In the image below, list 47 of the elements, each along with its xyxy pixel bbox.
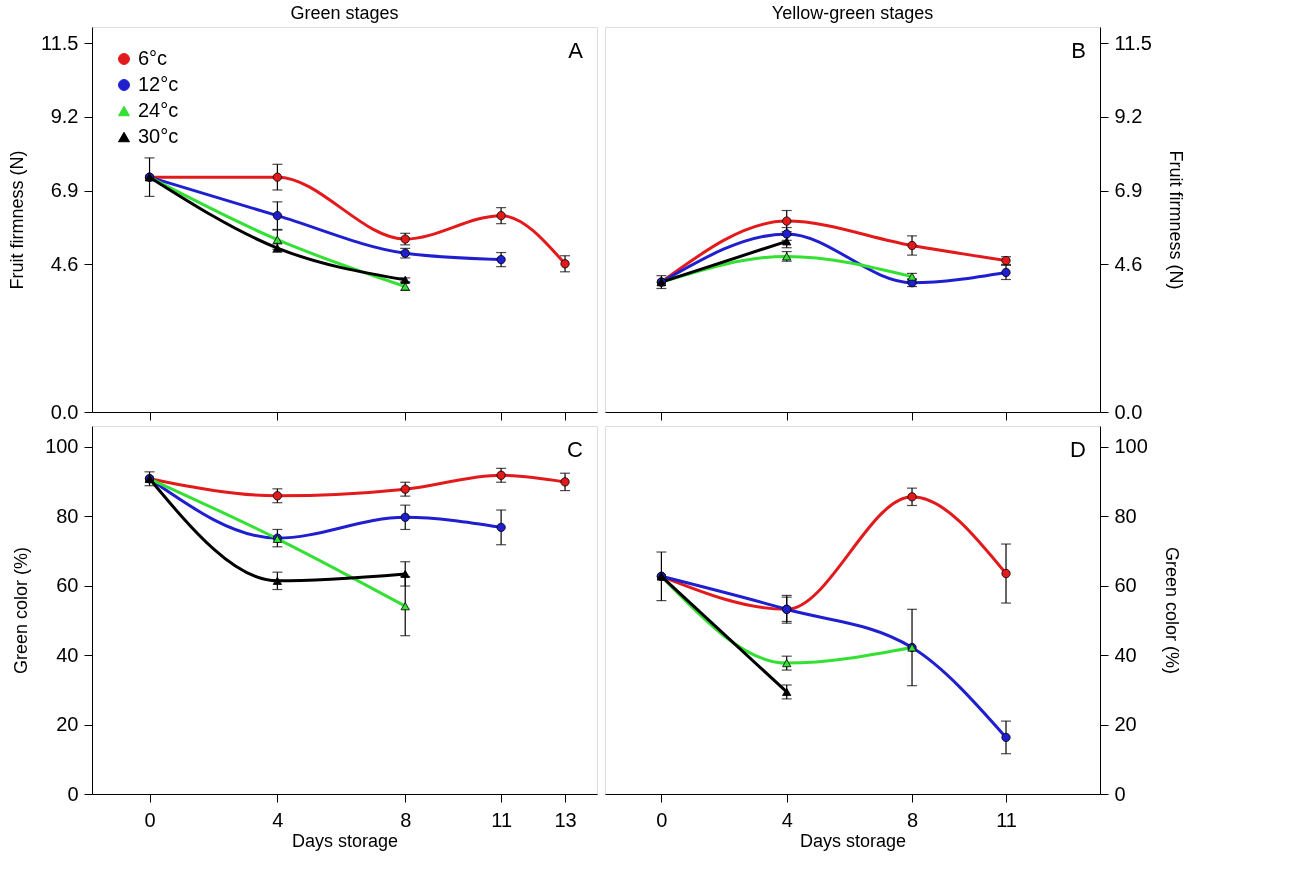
chart-title: Green stages xyxy=(290,3,399,23)
annotation: C xyxy=(567,437,584,462)
x-axis-title: Days storage xyxy=(799,830,907,851)
x-tick-label: 13 xyxy=(554,808,577,831)
y2-tick-label: 0.0 xyxy=(1114,400,1143,423)
chart-title: Yellow-green stages xyxy=(771,3,934,23)
y-tick-label: 9.2 xyxy=(50,105,79,128)
y-tick-label: 60 xyxy=(56,574,79,597)
y2-tick-label: 0 xyxy=(1114,782,1126,805)
legend-label: 24°c xyxy=(138,99,179,121)
legend-label: 30°c xyxy=(138,125,179,147)
y2-tick-label: 100 xyxy=(1114,435,1148,458)
x-tick-label: 4 xyxy=(272,808,284,831)
x-tick-label: 4 xyxy=(781,808,793,831)
y-axis-title: Green color (%) xyxy=(11,546,32,675)
y-tick-label: 6.9 xyxy=(50,179,79,202)
y-tick-label: 80 xyxy=(56,504,79,527)
y2-tick-label: 9.2 xyxy=(1114,105,1143,128)
y-axis-title: Fruit firmness (N) xyxy=(7,150,28,290)
legend-label: 12°c xyxy=(138,73,179,95)
legend-label: 6°c xyxy=(138,47,168,69)
y-tick-label: 40 xyxy=(56,643,79,666)
y2-tick-label: 60 xyxy=(1114,574,1137,597)
annotation: B xyxy=(1071,38,1086,63)
x-tick-label: 8 xyxy=(906,808,919,831)
x-tick-label: 0 xyxy=(144,808,156,831)
y2-tick-label: 11.5 xyxy=(1114,31,1152,54)
y2-axis-title: Green color (%) xyxy=(1161,546,1182,675)
y2-tick-label: 20 xyxy=(1114,713,1137,736)
y2-tick-label: 6.9 xyxy=(1114,179,1143,202)
annotation: A xyxy=(568,38,584,63)
y-tick-label: 20 xyxy=(56,713,79,736)
y2-axis-title: Fruit firmness (N) xyxy=(1165,150,1186,290)
x-tick-label: 0 xyxy=(656,808,668,831)
x-axis-title: Days storage xyxy=(291,830,399,851)
y2-tick-label: 80 xyxy=(1114,504,1137,527)
y2-tick-label: 40 xyxy=(1114,643,1137,666)
y-tick-label: 100 xyxy=(45,435,79,458)
x-tick-label: 8 xyxy=(400,808,412,831)
y-tick-label: 0.0 xyxy=(50,400,79,423)
y-tick-label: 0 xyxy=(67,782,79,805)
annotation: D xyxy=(1070,437,1086,462)
x-tick-label: 11 xyxy=(491,808,512,831)
y-tick-label: 4.6 xyxy=(50,252,79,275)
x-tick-label: 11 xyxy=(996,808,1017,831)
y-tick-label: 11.5 xyxy=(41,31,79,54)
y2-tick-label: 4.6 xyxy=(1114,252,1143,275)
